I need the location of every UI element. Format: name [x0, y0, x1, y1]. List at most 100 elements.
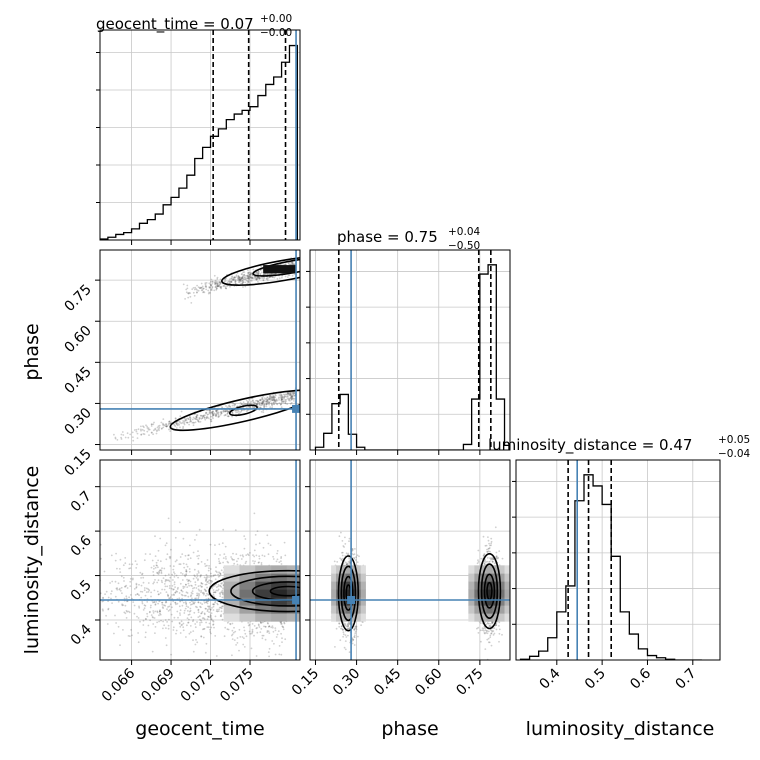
sample-point	[142, 576, 145, 579]
sample-point	[139, 590, 142, 593]
sample-point	[210, 289, 213, 291]
sample-point	[220, 610, 223, 613]
sample-point	[257, 624, 260, 627]
sample-point	[272, 395, 275, 398]
sample-point	[270, 403, 273, 406]
sample-point	[159, 592, 162, 594]
sample-point	[351, 549, 354, 552]
density-cell	[286, 605, 300, 614]
sample-point	[158, 610, 161, 613]
sample-point	[105, 614, 107, 617]
sample-point	[183, 586, 186, 588]
sample-point	[351, 623, 354, 626]
sample-point	[146, 425, 149, 428]
sample-point	[253, 562, 256, 565]
sample-point	[207, 615, 210, 618]
sample-point	[140, 584, 143, 587]
sample-point	[355, 625, 357, 628]
sample-point	[243, 274, 246, 276]
sample-point	[356, 554, 359, 557]
sample-point	[158, 569, 161, 572]
sample-point	[251, 406, 254, 409]
sample-point	[265, 278, 268, 280]
sample-point	[215, 284, 218, 287]
sample-point	[244, 276, 247, 279]
sample-point	[197, 609, 200, 611]
sample-point	[246, 274, 249, 277]
sample-point	[341, 551, 343, 554]
sample-point	[338, 535, 341, 538]
sample-point	[194, 626, 197, 629]
sample-point	[247, 280, 249, 283]
sample-point	[189, 417, 192, 420]
sample-point	[344, 561, 347, 564]
sample-point	[255, 278, 258, 281]
sample-point	[154, 626, 157, 628]
sample-point	[264, 400, 267, 403]
sample-point	[272, 396, 275, 399]
sample-point	[256, 403, 259, 406]
sample-point	[169, 576, 172, 579]
sample-point	[231, 654, 233, 657]
sample-point	[210, 284, 213, 287]
sample-point	[148, 589, 151, 592]
sample-point	[153, 581, 156, 584]
sample-point	[174, 425, 177, 428]
sample-point	[333, 560, 336, 563]
sample-point	[179, 609, 182, 612]
sample-point	[356, 561, 359, 563]
sample-point	[167, 422, 170, 425]
sample-point	[481, 627, 484, 629]
sample-point	[231, 276, 234, 279]
sample-point	[210, 278, 213, 281]
sample-point	[237, 275, 240, 278]
sample-point	[255, 277, 258, 280]
background-layer	[100, 30, 720, 660]
sample-point	[345, 562, 348, 565]
sample-point	[259, 399, 262, 402]
sample-point	[219, 411, 222, 413]
sample-point	[280, 394, 283, 397]
sample-point	[293, 397, 296, 400]
sample-point	[178, 605, 181, 608]
sample-point	[249, 282, 252, 285]
sample-point	[260, 398, 263, 401]
sample-point	[214, 282, 217, 285]
sample-point	[160, 579, 163, 582]
sample-point	[214, 600, 217, 603]
sample-point	[180, 589, 183, 592]
sample-point	[268, 625, 271, 628]
sample-point	[124, 585, 126, 588]
sample-point	[173, 581, 176, 584]
sample-point	[219, 572, 222, 575]
density-cell	[223, 597, 240, 606]
density-cell	[239, 573, 256, 582]
sample-point	[133, 604, 136, 607]
sample-point	[196, 419, 199, 422]
sample-point	[255, 399, 258, 402]
sample-point	[292, 263, 295, 266]
sample-point	[192, 601, 195, 603]
sample-point	[60, 585, 62, 587]
sample-point	[182, 587, 185, 589]
sample-point	[144, 617, 147, 620]
sample-point	[253, 272, 256, 275]
sample-point	[284, 402, 287, 405]
sample-point	[340, 625, 343, 628]
sample-point	[262, 401, 265, 403]
sample-point	[261, 402, 264, 405]
sample-point	[219, 585, 222, 587]
sample-point	[217, 415, 220, 418]
sample-point	[205, 578, 208, 581]
sample-point	[281, 276, 283, 279]
sample-point	[185, 583, 187, 586]
sample-point	[273, 399, 276, 401]
sample-point	[207, 417, 210, 420]
sample-point	[170, 548, 172, 551]
sample-point	[351, 642, 354, 645]
sample-point	[182, 425, 185, 428]
sample-point	[260, 277, 262, 279]
sample-point	[149, 619, 152, 622]
density-cell	[286, 565, 300, 574]
sample-point	[232, 552, 234, 555]
